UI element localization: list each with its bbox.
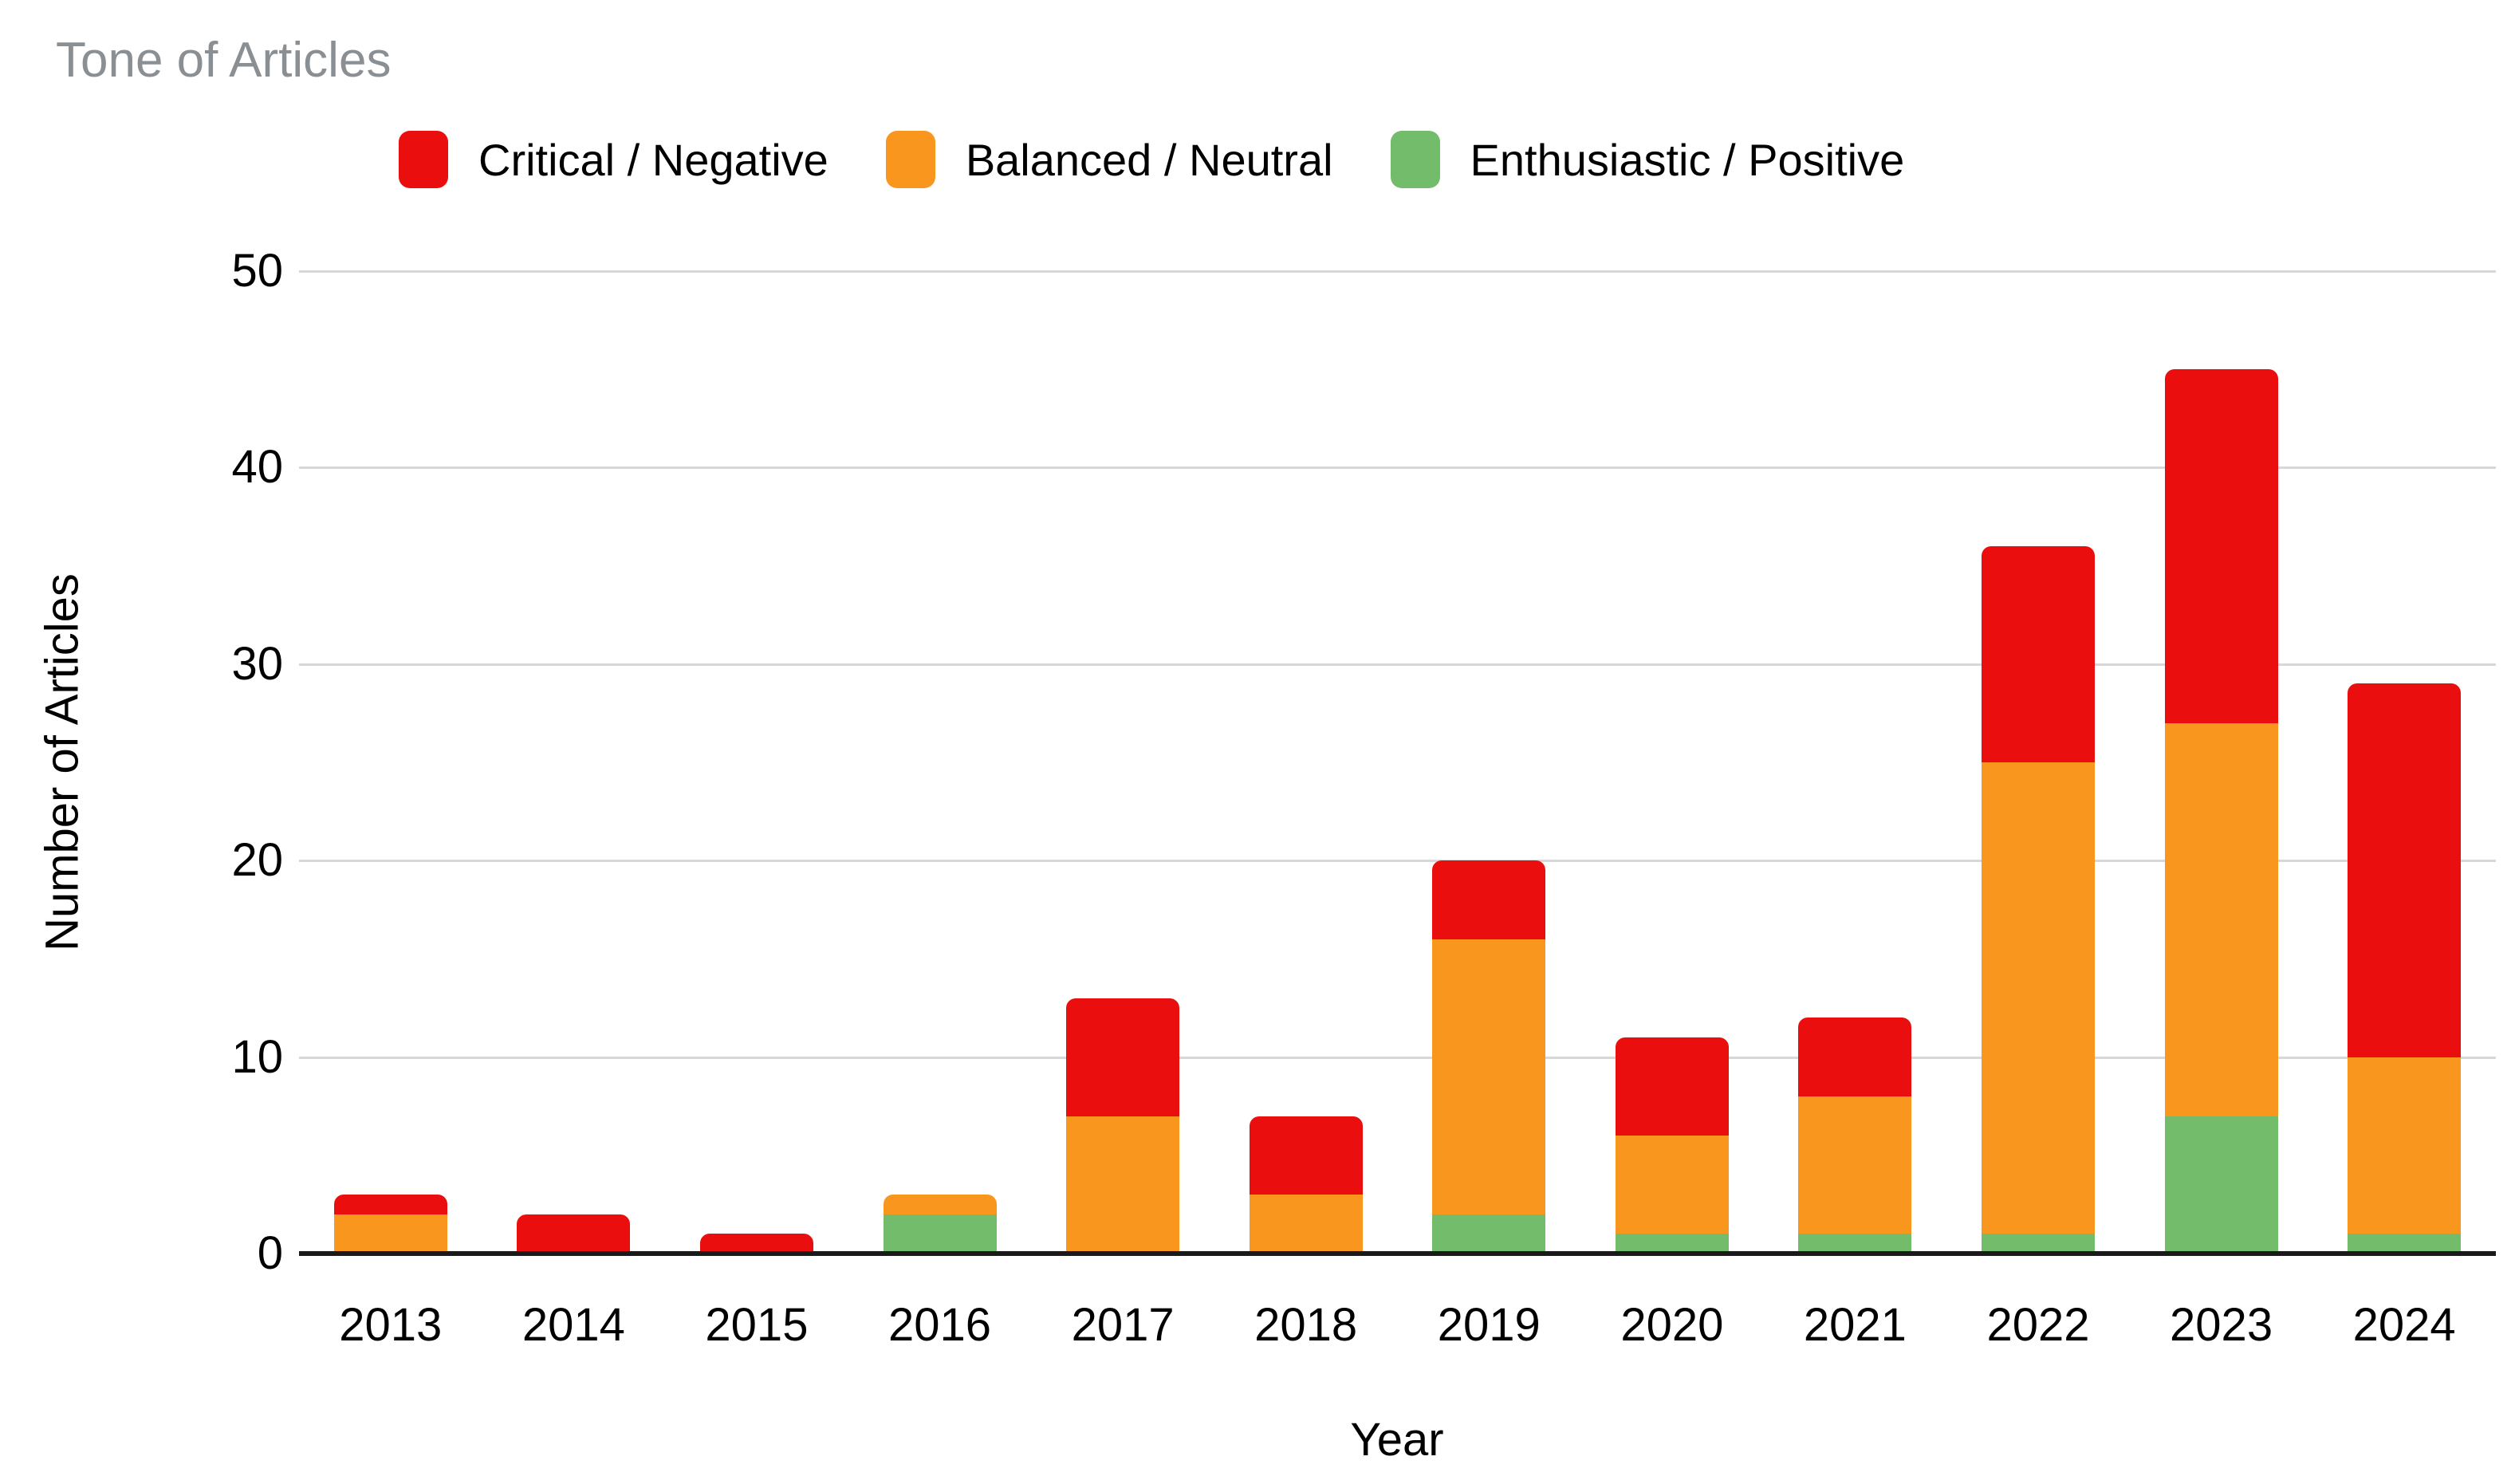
bar-group-2022	[1946, 271, 2130, 1254]
x-tick-label-2014: 2014	[521, 1299, 625, 1351]
bar-segment-2015-critical-negative	[699, 1234, 813, 1254]
x-tick-label-2023: 2023	[2170, 1299, 2273, 1351]
bar-segment-2021-critical-negative	[1798, 1018, 1912, 1096]
gridline-y-40	[299, 466, 2496, 470]
legend-label-enthusiastic-positive: Enthusiastic / Positive	[1470, 134, 1905, 185]
bar-segment-2023-balanced-neutral	[2164, 722, 2278, 1116]
bar-segment-2022-enthusiastic-positive	[1981, 1234, 2095, 1254]
x-tick-label-2013: 2013	[339, 1299, 443, 1351]
bar-segment-2014-critical-negative	[517, 1214, 631, 1254]
bar-segment-2018-balanced-neutral	[1249, 1195, 1363, 1254]
x-tick-label-2022: 2022	[1986, 1299, 2090, 1351]
bar-segment-2020-enthusiastic-positive	[1615, 1234, 1729, 1254]
x-tick-label-2019: 2019	[1437, 1299, 1541, 1351]
bar-segment-2019-enthusiastic-positive	[1432, 1214, 1546, 1254]
bar-group-2018	[1214, 271, 1398, 1254]
bar-stack-2019	[1432, 860, 1546, 1254]
bar-group-2024	[2312, 271, 2496, 1254]
bar-group-2016	[848, 271, 1032, 1254]
bar-segment-2024-critical-negative	[2348, 683, 2462, 1057]
bar-stack-2015	[699, 1234, 813, 1254]
bar-stack-2016	[883, 1195, 997, 1254]
bar-segment-2022-critical-negative	[1981, 545, 2095, 763]
bar-group-2021	[1764, 271, 1947, 1254]
plot-area	[299, 270, 2496, 1256]
x-axis-tick-labels: 2013 2014 2015 2016 2017 2018 2019 2020 2021 2022…	[299, 1298, 2496, 1352]
legend-swatch-critical-negative	[399, 131, 448, 188]
bar-stack-2014	[517, 1214, 631, 1254]
y-tick-label-30: 30	[231, 637, 283, 690]
bar-group-2013	[299, 271, 482, 1254]
bar-segment-2013-balanced-neutral	[333, 1214, 447, 1254]
y-tick-label-0: 0	[257, 1227, 283, 1279]
bar-segment-2022-balanced-neutral	[1981, 762, 2095, 1234]
gridline-y-20	[299, 860, 2496, 863]
gridline-y-30	[299, 663, 2496, 666]
bar-stack-2018	[1249, 1116, 1363, 1254]
y-axis-tick-labels: 0 10 20 30 40 50	[0, 245, 283, 1279]
legend: Critical / Negative Balanced / Neutral Ent…	[399, 131, 1904, 188]
x-axis-line	[299, 1251, 2496, 1256]
y-tick-label-40: 40	[231, 441, 283, 494]
bar-stack-2020	[1615, 1037, 1729, 1254]
y-tick-label-20: 20	[231, 834, 283, 887]
legend-label-critical-negative: Critical / Negative	[478, 134, 828, 185]
bar-segment-2023-enthusiastic-positive	[2164, 1116, 2278, 1254]
bar-group-2017	[1031, 271, 1214, 1254]
bar-stack-2013	[333, 1195, 447, 1254]
x-tick-label-2020: 2020	[1620, 1299, 1724, 1351]
bar-group-2023	[2130, 271, 2313, 1254]
gridline-y-10	[299, 1056, 2496, 1059]
bar-stack-2024	[2348, 683, 2462, 1254]
bar-segment-2017-balanced-neutral	[1066, 1116, 1180, 1254]
bar-segment-2017-critical-negative	[1066, 998, 1180, 1116]
y-tick-label-50: 50	[231, 245, 283, 297]
x-tick-label-2015: 2015	[705, 1299, 809, 1351]
bar-stack-2017	[1066, 998, 1180, 1254]
bar-segment-2024-balanced-neutral	[2348, 1057, 2462, 1234]
legend-item-enthusiastic-positive: Enthusiastic / Positive	[1390, 131, 1905, 188]
x-tick-label-2021: 2021	[1803, 1299, 1907, 1351]
x-tick-label-2016: 2016	[888, 1299, 992, 1351]
x-axis-title: Year	[1350, 1414, 1444, 1466]
legend-swatch-balanced-neutral	[885, 131, 935, 188]
bar-segment-2023-critical-negative	[2164, 369, 2278, 723]
bar-segment-2013-critical-negative	[333, 1195, 447, 1214]
bar-segment-2018-critical-negative	[1249, 1116, 1363, 1195]
legend-label-balanced-neutral: Balanced / Neutral	[965, 134, 1333, 185]
bar-stack-2022	[1981, 545, 2095, 1254]
bar-segment-2021-enthusiastic-positive	[1798, 1234, 1912, 1254]
x-tick-label-2017: 2017	[1071, 1299, 1175, 1351]
bar-segment-2019-balanced-neutral	[1432, 939, 1546, 1214]
bar-stack-2023	[2164, 369, 2278, 1254]
bar-segment-2021-balanced-neutral	[1798, 1096, 1912, 1234]
x-tick-label-2018: 2018	[1254, 1299, 1358, 1351]
legend-item-critical-negative: Critical / Negative	[399, 131, 828, 188]
bar-stack-2021	[1798, 1018, 1912, 1254]
bar-series-container	[299, 271, 2496, 1254]
bar-segment-2024-enthusiastic-positive	[2348, 1234, 2462, 1254]
gridline-y-50	[299, 270, 2496, 273]
bar-group-2015	[665, 271, 848, 1254]
x-tick-label-2024: 2024	[2352, 1299, 2456, 1351]
bar-segment-2019-critical-negative	[1432, 860, 1546, 939]
legend-swatch-enthusiastic-positive	[1390, 131, 1440, 188]
bar-segment-2020-critical-negative	[1615, 1037, 1729, 1136]
bar-group-2014	[482, 271, 666, 1254]
legend-item-balanced-neutral: Balanced / Neutral	[885, 131, 1333, 188]
bar-group-2020	[1580, 271, 1764, 1254]
bar-segment-2016-balanced-neutral	[883, 1195, 997, 1214]
bar-group-2019	[1397, 271, 1580, 1254]
bar-segment-2016-enthusiastic-positive	[883, 1214, 997, 1254]
bar-segment-2020-balanced-neutral	[1615, 1136, 1729, 1234]
y-tick-label-10: 10	[231, 1030, 283, 1083]
chart-title: Tone of Articles	[56, 33, 392, 88]
